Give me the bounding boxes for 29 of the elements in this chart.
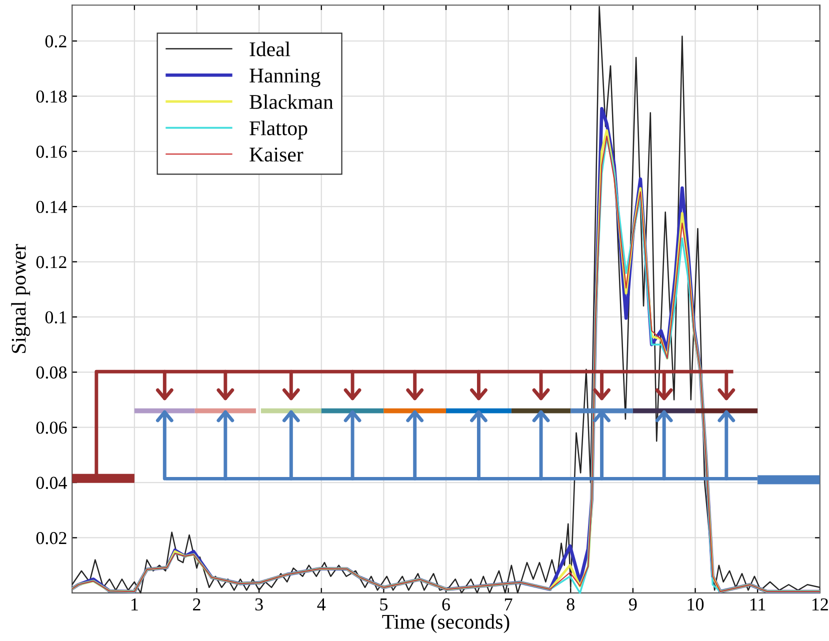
x-tick-label: 6 [442,598,450,610]
y-tick-label: 0.16 [36,146,67,158]
x-axis-title: Time (seconds) [382,614,510,634]
x-tick-label: 8 [566,598,574,610]
x-tick-label: 5 [380,598,388,610]
legend-label: Flattop [250,120,308,140]
x-tick-label: 7 [504,598,512,610]
x-tick-label: 4 [317,598,326,610]
x-tick-label: 11 [750,598,766,610]
legend-label: Hanning [250,68,320,87]
x-tick-label: 9 [629,598,637,610]
x-tick-label: 1 [132,598,138,610]
y-tick-label: 0.14 [36,200,67,214]
y-tick-label: 0.02 [36,532,66,544]
x-tick-label: 3 [255,598,263,610]
x-tick-label: 2 [193,598,200,610]
y-tick-label: 0.06 [36,422,67,434]
y-tick-label: 0.04 [36,476,67,490]
legend-label: Kaiser [250,148,304,162]
legend-label: Blackman [250,94,334,109]
y-tick-label: 0.1 [45,311,66,324]
y-axis-title: Signal power [11,244,30,353]
y-tick-label: 0.18 [36,90,67,103]
y-tick-label: 0.2 [45,35,66,48]
x-tick-label: 12 [812,598,828,610]
y-tick-label: 0.12 [36,256,66,268]
x-tick-label: 10 [688,598,704,610]
legend-label: Ideal [250,42,290,56]
y-tick-label: 0.08 [36,366,67,379]
